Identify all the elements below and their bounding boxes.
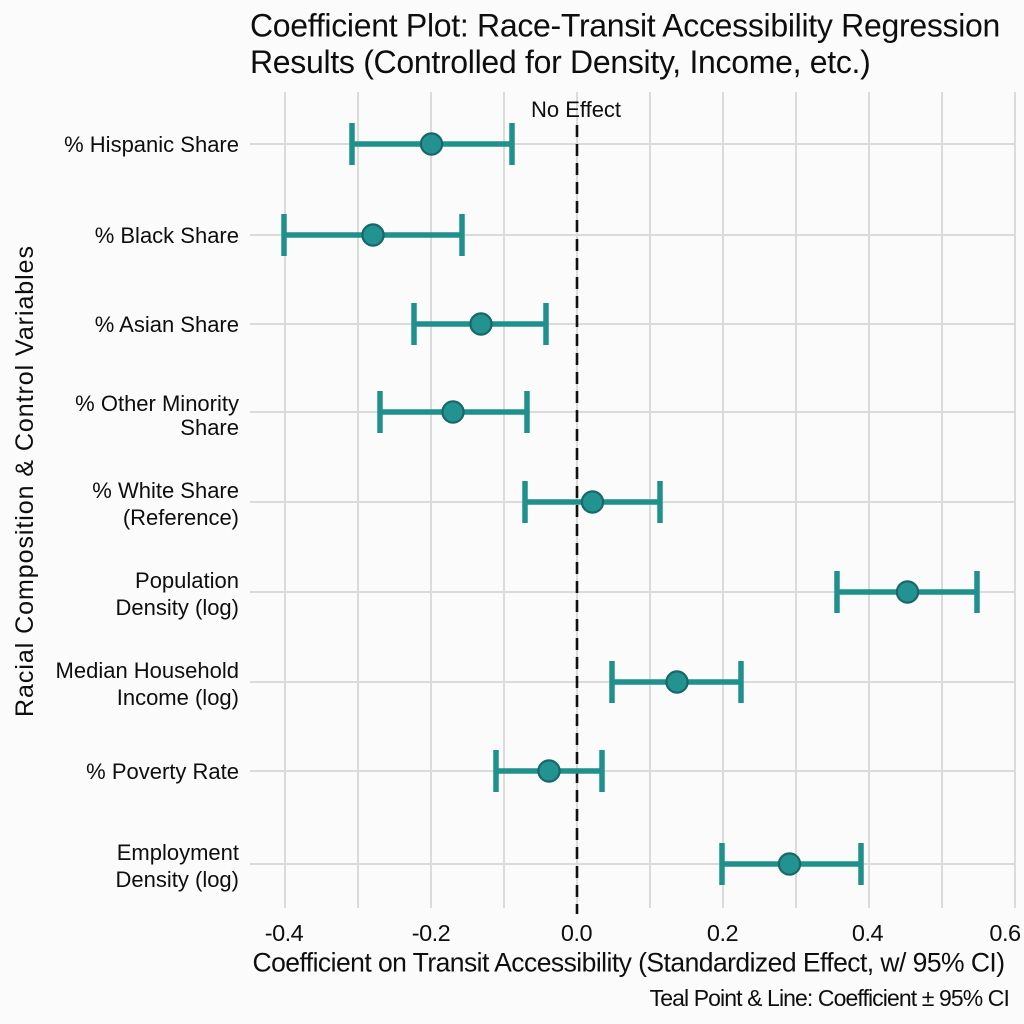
svg-text:Racial Composition & Control V: Racial Composition & Control Variables bbox=[11, 245, 39, 717]
svg-text:Median Household: Median Household bbox=[56, 658, 239, 683]
svg-text:% Other Minority: % Other Minority bbox=[75, 391, 239, 416]
svg-text:-0.4: -0.4 bbox=[265, 920, 304, 946]
svg-text:Results (Controlled for Densit: Results (Controlled for Density, Income,… bbox=[250, 44, 871, 80]
svg-text:No Effect: No Effect bbox=[531, 97, 621, 122]
svg-text:Income (log): Income (log) bbox=[117, 685, 239, 710]
svg-text:Density (log): Density (log) bbox=[116, 867, 239, 892]
svg-text:% White Share: % White Share bbox=[92, 478, 239, 503]
svg-text:% Hispanic Share: % Hispanic Share bbox=[64, 132, 239, 157]
svg-text:0.0: 0.0 bbox=[561, 920, 593, 946]
svg-text:Density (log): Density (log) bbox=[116, 595, 239, 620]
svg-text:Employment: Employment bbox=[117, 840, 239, 865]
svg-text:(Reference): (Reference) bbox=[123, 505, 239, 530]
svg-text:% Asian Share: % Asian Share bbox=[95, 312, 239, 337]
svg-text:Share: Share bbox=[180, 415, 239, 440]
svg-text:0.4: 0.4 bbox=[852, 920, 884, 946]
svg-text:Teal Point & Line: Coefficient: Teal Point & Line: Coefficient ± 95% CI bbox=[650, 985, 1009, 1011]
svg-text:0.6: 0.6 bbox=[989, 920, 1021, 946]
svg-text:0.2: 0.2 bbox=[707, 920, 738, 946]
svg-text:% Poverty Rate: % Poverty Rate bbox=[86, 759, 239, 784]
svg-text:Population: Population bbox=[135, 568, 239, 593]
svg-text:Coefficient Plot: Race-Transit: Coefficient Plot: Race-Transit Accessibi… bbox=[250, 8, 1000, 44]
svg-text:-0.2: -0.2 bbox=[412, 920, 451, 946]
svg-text:% Black Share: % Black Share bbox=[95, 223, 239, 248]
svg-text:Coefficient on Transit Accessi: Coefficient on Transit Accessibility (St… bbox=[252, 948, 1004, 978]
